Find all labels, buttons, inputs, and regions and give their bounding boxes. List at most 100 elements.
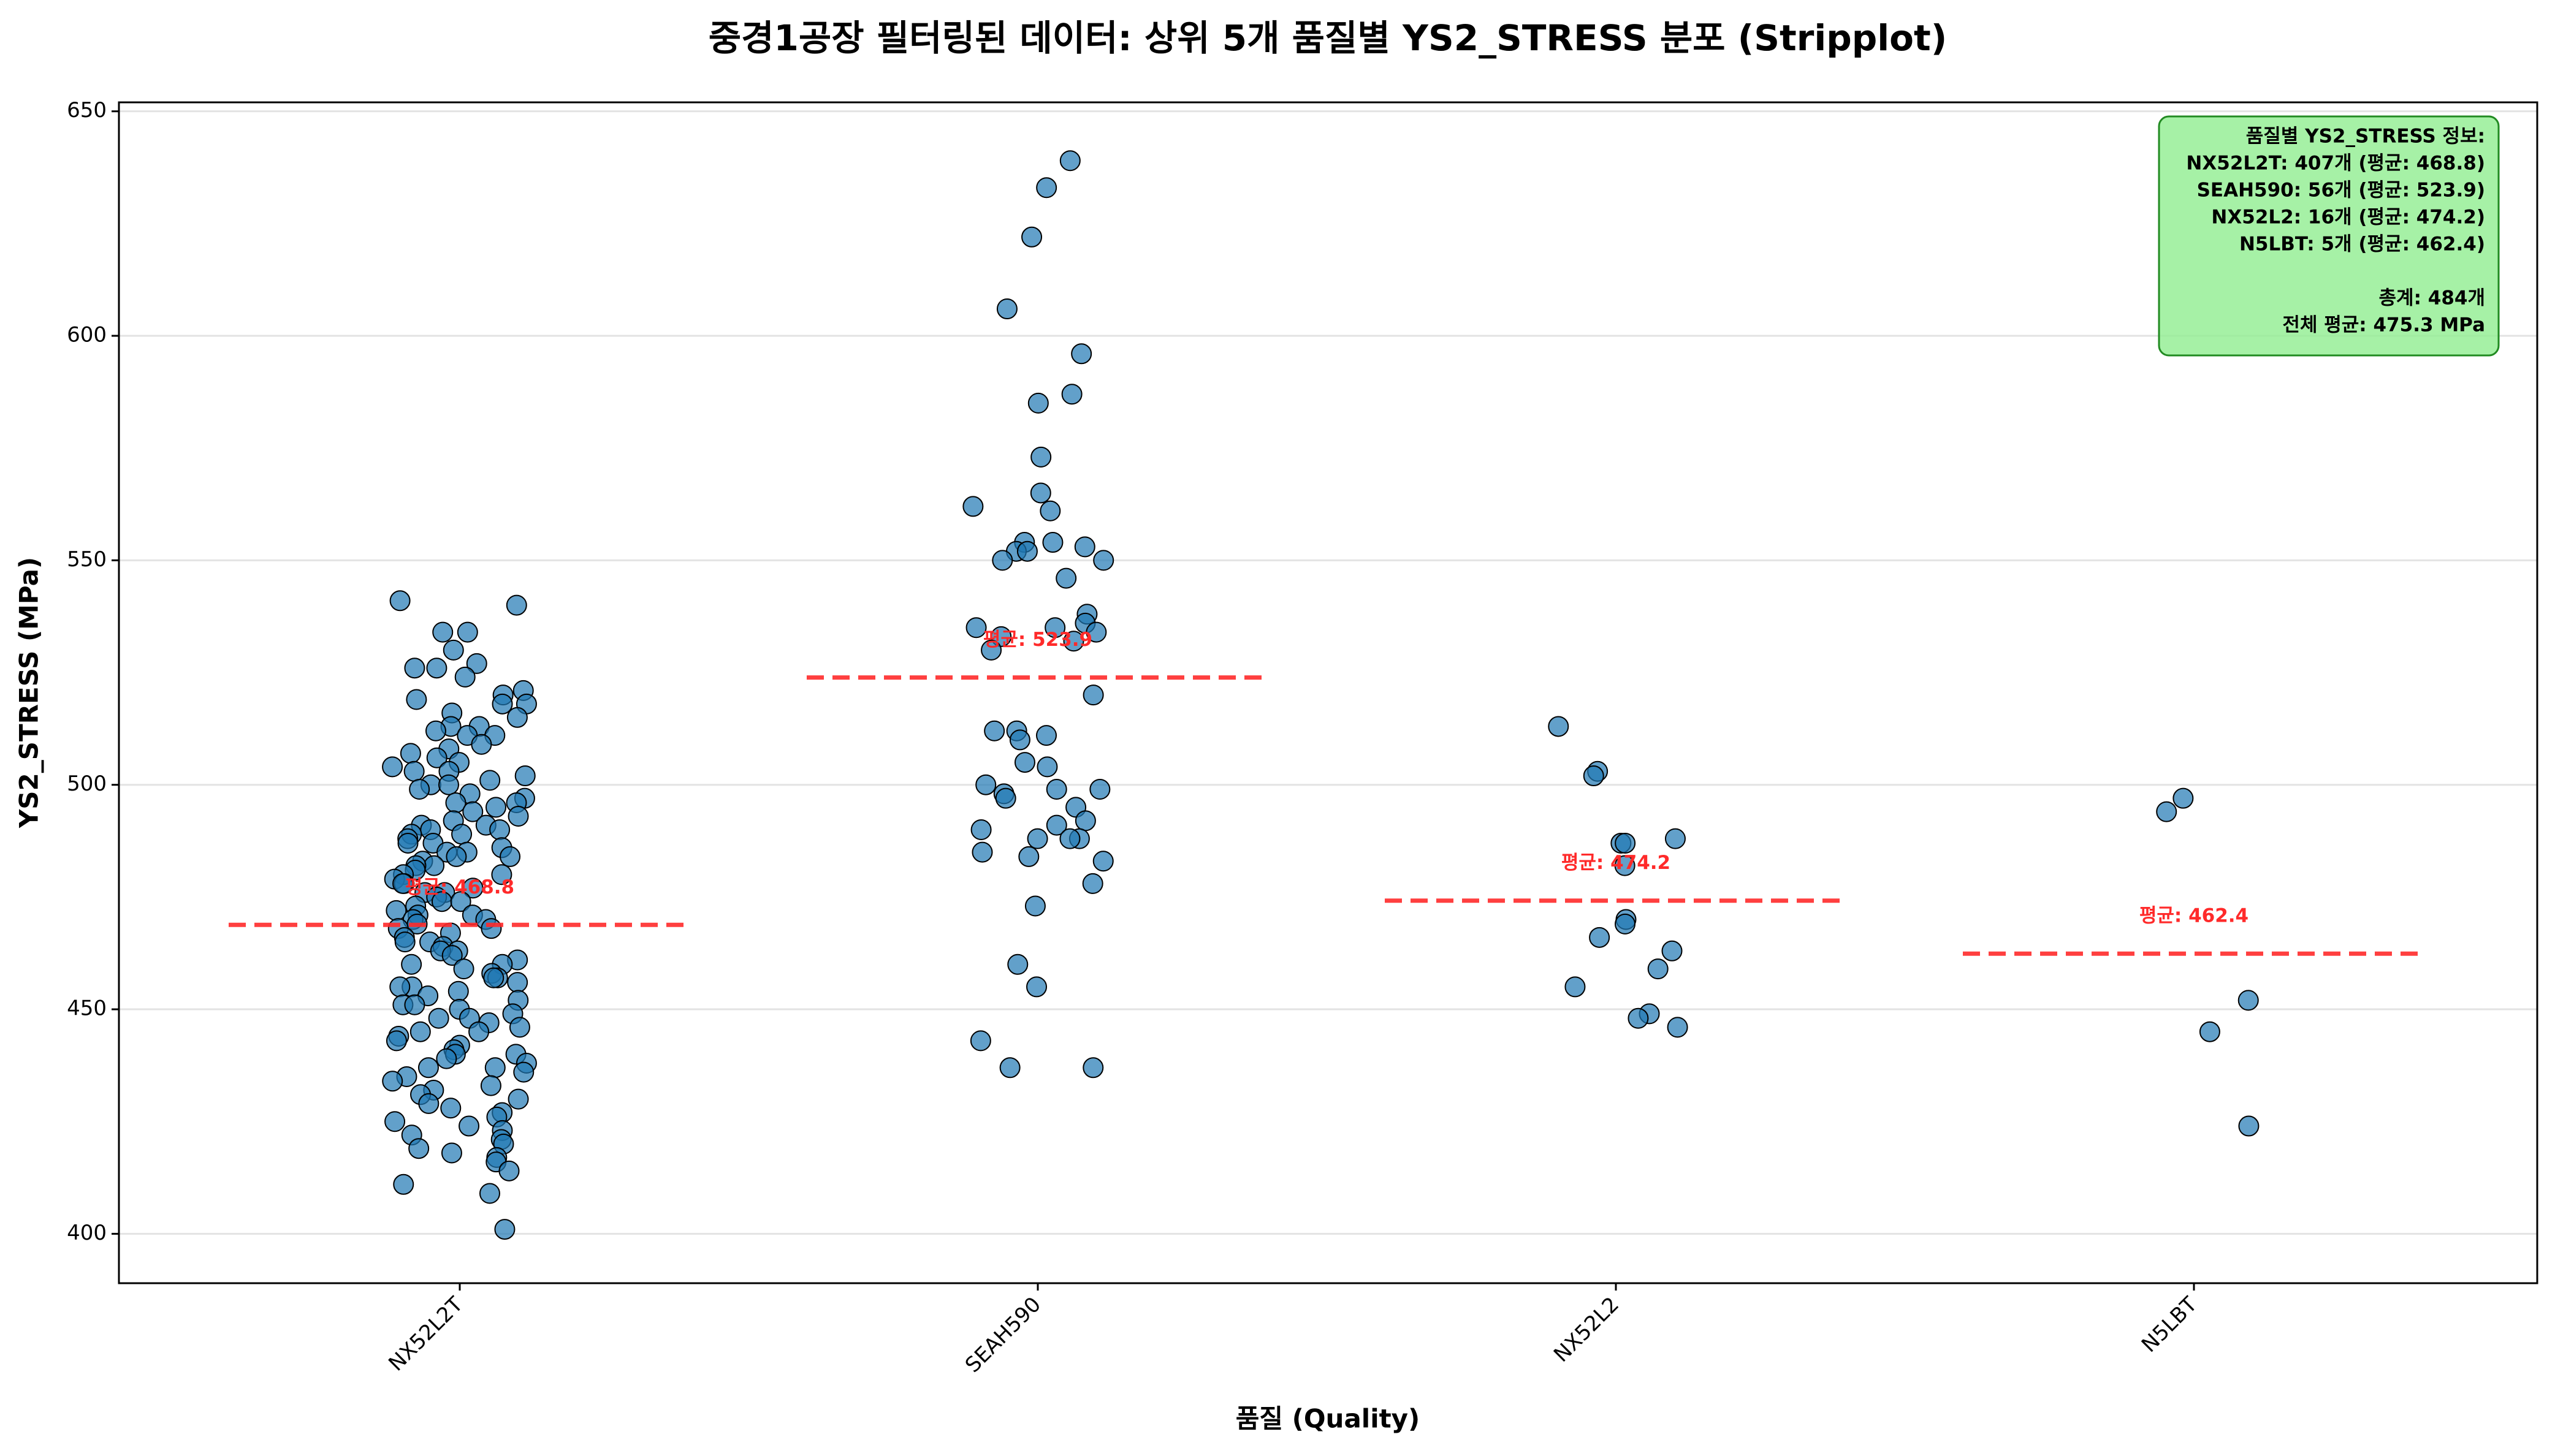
data-point bbox=[1037, 756, 1058, 778]
mean-label: 평균: 523.9 bbox=[983, 629, 1092, 651]
data-point bbox=[1082, 873, 1103, 894]
data-point bbox=[481, 918, 502, 939]
data-point bbox=[404, 994, 425, 1015]
data-point bbox=[457, 621, 478, 643]
data-point bbox=[394, 931, 416, 953]
data-point bbox=[1061, 384, 1083, 405]
x-axis-label: 품질 (Quality) bbox=[1236, 1404, 1420, 1434]
summary-line: 전체 평균: 475.3 MPa bbox=[2282, 314, 2485, 336]
data-point bbox=[384, 1111, 406, 1132]
info-line: 품질별 YS2_STRESS 정보: bbox=[2246, 126, 2485, 148]
data-point bbox=[984, 720, 1005, 741]
mean-label: 평균: 462.4 bbox=[2139, 905, 2248, 927]
data-point bbox=[1075, 810, 1096, 832]
data-point bbox=[514, 765, 536, 787]
data-point bbox=[1007, 954, 1029, 975]
data-point bbox=[1009, 729, 1030, 751]
data-point bbox=[462, 801, 484, 822]
data-point bbox=[401, 954, 422, 975]
data-point bbox=[480, 1075, 501, 1096]
data-point bbox=[1030, 446, 1052, 468]
info-line: NX52L2T: 407개 (평균: 468.8) bbox=[2186, 153, 2485, 175]
data-point bbox=[1083, 684, 1104, 706]
data-point bbox=[507, 972, 528, 993]
summary-line: 총계: 484개 bbox=[2379, 287, 2485, 309]
info-line: NX52L2: 16개 (평균: 474.2) bbox=[2211, 207, 2485, 229]
data-point bbox=[1030, 482, 1051, 504]
data-point bbox=[999, 1057, 1021, 1079]
data-point bbox=[386, 1030, 407, 1052]
data-point bbox=[471, 734, 492, 755]
data-point bbox=[408, 1138, 430, 1159]
y-tick-label: 500 bbox=[67, 772, 107, 796]
data-point bbox=[1083, 1057, 1104, 1079]
data-point bbox=[972, 841, 993, 863]
data-point bbox=[995, 787, 1016, 809]
data-point bbox=[1063, 631, 1084, 652]
data-point bbox=[479, 770, 501, 791]
data-point bbox=[426, 747, 447, 768]
data-point bbox=[409, 779, 430, 800]
chart-title: 중경1공장 필터링된 데이터: 상위 5개 품질별 YS2_STRESS 분포 … bbox=[709, 17, 1947, 59]
data-point bbox=[479, 1183, 500, 1204]
data-point bbox=[1614, 855, 1635, 876]
y-tick-label: 650 bbox=[67, 98, 107, 123]
info-box: 품질별 YS2_STRESS 정보: NX52L2T: 407개 (평균: 468… bbox=[2158, 115, 2500, 357]
data-point bbox=[970, 1030, 991, 1052]
data-point bbox=[1092, 851, 1114, 872]
data-point bbox=[389, 976, 411, 998]
data-point bbox=[483, 967, 505, 988]
data-point bbox=[1589, 927, 1610, 948]
data-point bbox=[506, 707, 528, 728]
data-point bbox=[2237, 990, 2259, 1011]
data-point bbox=[436, 1048, 457, 1069]
data-point bbox=[446, 846, 467, 867]
data-point bbox=[1086, 621, 1107, 643]
data-point bbox=[1027, 392, 1049, 414]
y-tick-label: 550 bbox=[67, 547, 107, 572]
data-point bbox=[1093, 550, 1114, 571]
data-point bbox=[492, 693, 513, 715]
data-point bbox=[965, 617, 987, 639]
data-point bbox=[513, 1061, 535, 1083]
data-point bbox=[1021, 226, 1043, 248]
mean-label: 평균: 474.2 bbox=[1561, 852, 1670, 874]
y-tick-label: 400 bbox=[67, 1221, 107, 1245]
data-point bbox=[1046, 814, 1067, 836]
info-line: SEAH590: 56개 (평균: 523.9) bbox=[2197, 180, 2485, 202]
data-point bbox=[484, 1057, 506, 1079]
data-point bbox=[392, 873, 414, 894]
data-point bbox=[1071, 343, 1092, 365]
data-point bbox=[418, 1093, 440, 1114]
data-point bbox=[975, 774, 997, 795]
data-point bbox=[443, 639, 464, 661]
grid: 400 450 500 550 600 650 bbox=[67, 98, 2537, 1245]
data-point bbox=[441, 1142, 462, 1164]
data-point bbox=[2172, 787, 2194, 809]
data-point bbox=[1046, 779, 1067, 800]
data-point bbox=[441, 945, 463, 966]
data-point bbox=[462, 878, 484, 899]
data-point bbox=[509, 1017, 530, 1038]
data-point bbox=[1615, 832, 1636, 854]
data-point bbox=[2156, 801, 2177, 822]
data-point bbox=[1548, 716, 1569, 737]
data-point bbox=[1042, 532, 1064, 553]
data-point bbox=[491, 864, 512, 885]
data-point bbox=[424, 855, 445, 876]
data-point bbox=[438, 774, 459, 795]
data-point bbox=[1059, 828, 1081, 849]
data-point bbox=[454, 666, 476, 688]
data-point bbox=[447, 980, 469, 1002]
data-point bbox=[2238, 1115, 2260, 1137]
data-point bbox=[485, 797, 507, 818]
data-point bbox=[1027, 828, 1048, 849]
data-point bbox=[1045, 617, 1066, 639]
data-point bbox=[1667, 1017, 1688, 1038]
data-point bbox=[508, 1088, 529, 1110]
data-point bbox=[468, 1021, 490, 1042]
data-point bbox=[962, 496, 984, 517]
info-line: N5LBT: 5개 (평균: 462.4) bbox=[2239, 233, 2485, 256]
